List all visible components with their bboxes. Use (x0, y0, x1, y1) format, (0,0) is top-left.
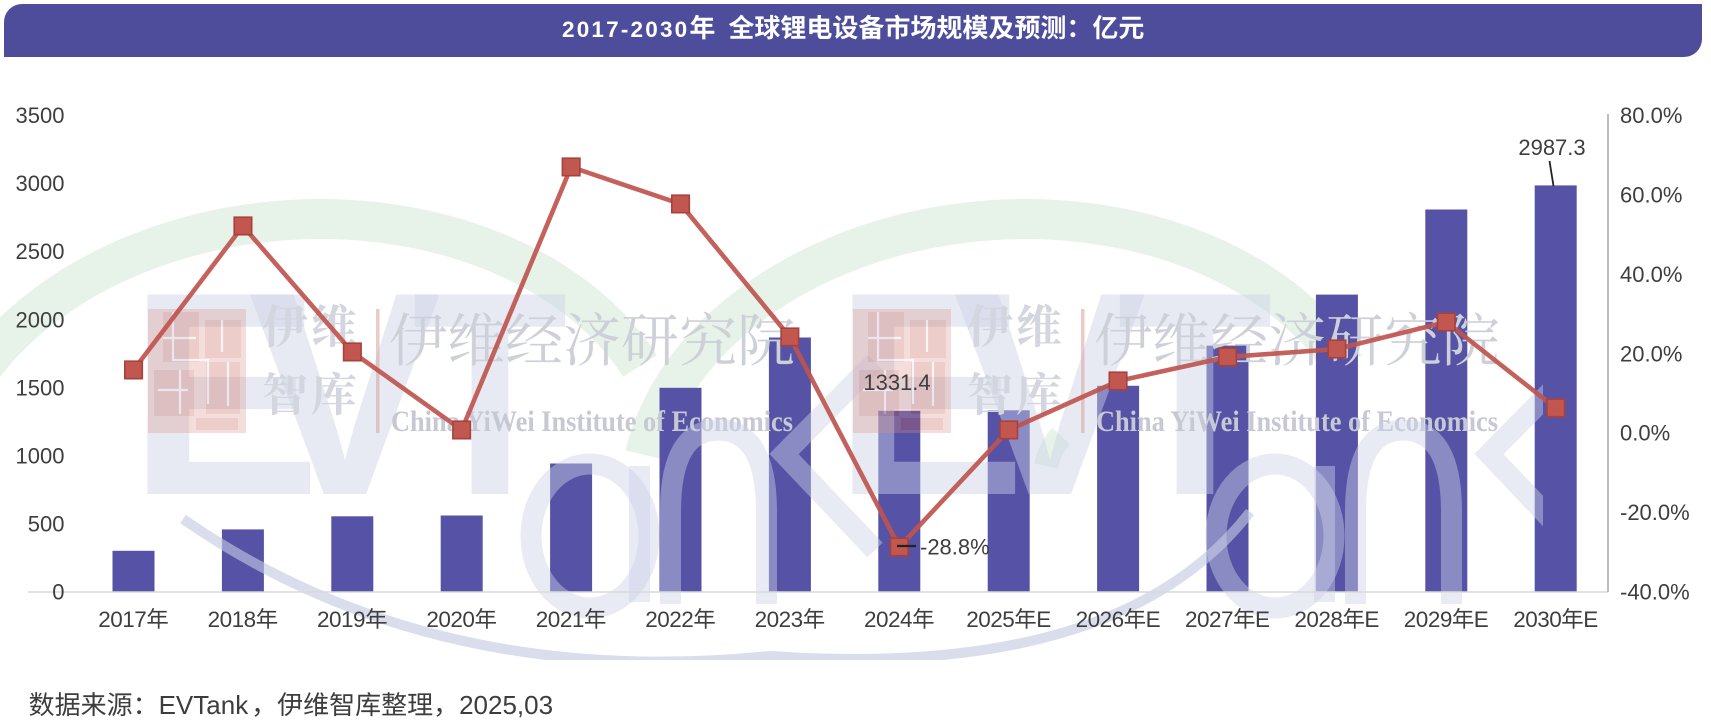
svg-text:2025: 2025 (966, 607, 1014, 632)
svg-text:E: E (1146, 607, 1161, 632)
svg-text:1500: 1500 (16, 375, 65, 400)
svg-text:0: 0 (52, 580, 64, 605)
svg-text:2500: 2500 (16, 239, 65, 264)
svg-text:80.0%: 80.0% (1620, 103, 1682, 128)
svg-text:2019: 2019 (317, 607, 365, 632)
svg-text:2000: 2000 (16, 307, 65, 332)
svg-text:40.0%: 40.0% (1620, 262, 1682, 287)
svg-text:China YiWei Institute of Econo: China YiWei Institute of Economics (1096, 405, 1498, 438)
svg-text:E: E (1364, 607, 1379, 632)
svg-text:-20.0%: -20.0% (1620, 500, 1690, 525)
svg-text:EVTank: EVTank (159, 690, 250, 720)
svg-text:0.0%: 0.0% (1620, 421, 1670, 446)
svg-text:-40.0%: -40.0% (1620, 580, 1690, 605)
svg-text:2025,03: 2025,03 (459, 690, 553, 720)
svg-text:2027: 2027 (1185, 607, 1233, 632)
svg-text:2021: 2021 (536, 607, 584, 632)
svg-text:2023: 2023 (755, 607, 803, 632)
svg-text:2026: 2026 (1076, 607, 1124, 632)
svg-text:E: E (1036, 607, 1051, 632)
svg-text:3500: 3500 (16, 103, 65, 128)
svg-text:2987.3: 2987.3 (1518, 135, 1585, 160)
svg-text:20.0%: 20.0% (1620, 341, 1682, 366)
svg-text:E: E (1474, 607, 1489, 632)
svg-text:2028: 2028 (1294, 607, 1342, 632)
svg-text:60.0%: 60.0% (1620, 183, 1682, 208)
svg-text:T: T (1117, 232, 1273, 556)
svg-text:2017: 2017 (98, 607, 146, 632)
svg-text:500: 500 (28, 511, 65, 536)
svg-text:-28.8%: -28.8% (920, 535, 990, 560)
svg-text:T: T (412, 232, 568, 556)
svg-text:2030: 2030 (1513, 607, 1561, 632)
svg-text:3000: 3000 (16, 171, 65, 196)
svg-text:1331.4: 1331.4 (863, 370, 930, 395)
svg-text:2029: 2029 (1404, 607, 1452, 632)
svg-text:2018: 2018 (208, 607, 256, 632)
svg-text:1000: 1000 (16, 443, 65, 468)
svg-text:E: E (1583, 607, 1598, 632)
svg-text:2017-2030: 2017-2030 (562, 17, 689, 42)
svg-text:2024: 2024 (864, 607, 912, 632)
svg-text:E: E (1255, 607, 1270, 632)
svg-text:2022: 2022 (645, 607, 693, 632)
svg-text:2020: 2020 (426, 607, 474, 632)
